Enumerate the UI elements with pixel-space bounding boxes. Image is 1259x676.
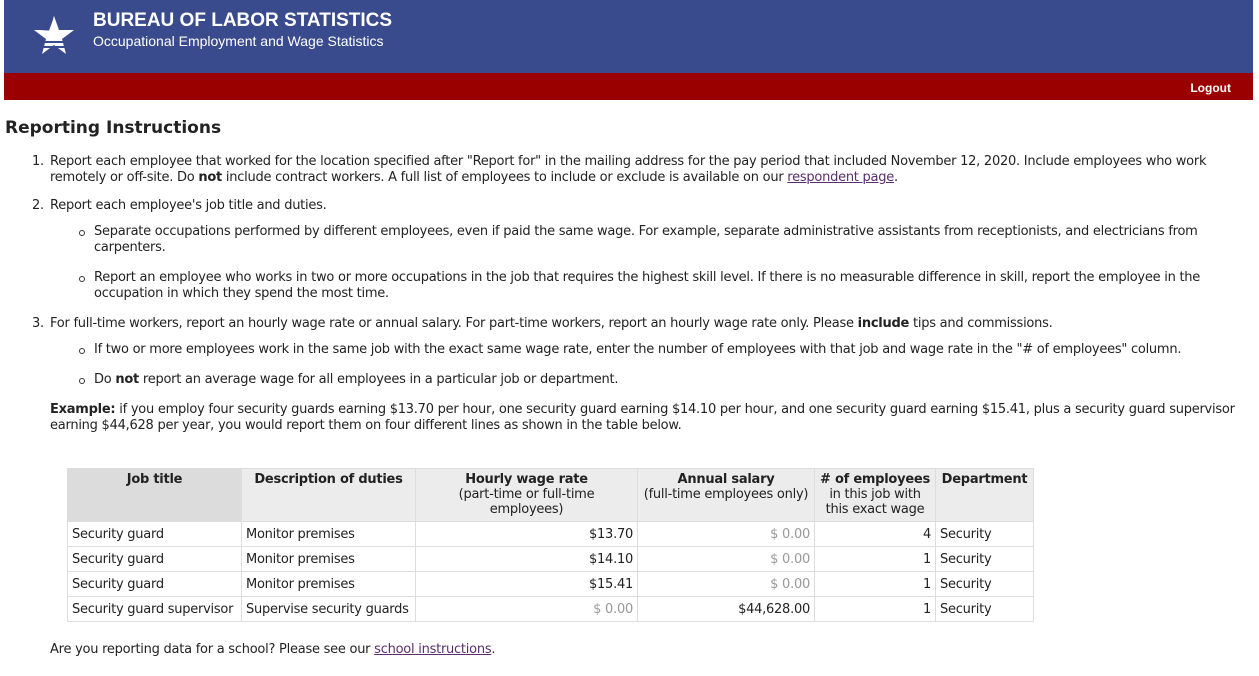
column-header: Department — [935, 468, 1034, 522]
table-cell: Monitor premises — [241, 571, 416, 597]
instructions: 1. Report each employee that worked for … — [0, 154, 1250, 446]
table-cell: Security guard — [67, 521, 242, 547]
table-cell: $13.70 — [415, 521, 638, 547]
example: Example: if you employ four security gua… — [50, 402, 1250, 434]
logo — [31, 14, 77, 54]
item-number: 2. — [32, 198, 44, 213]
program-name: Occupational Employment and Wage Statist… — [93, 33, 384, 49]
table-cell: 1 — [814, 596, 936, 622]
emphasis: include — [857, 316, 910, 331]
table-cell: Monitor premises — [241, 521, 416, 547]
header-title: # of employees — [820, 472, 930, 487]
table-cell: Security — [935, 546, 1034, 572]
column-header: Description of duties — [241, 468, 416, 522]
text: if you employ four security guards earni… — [50, 402, 1235, 433]
text: Separate occupations performed by differ… — [94, 224, 1198, 255]
text: . — [491, 642, 496, 657]
column-header: # of employees in this job with this exac… — [814, 468, 936, 522]
table-row: Security guard Monitor premises $13.70 $ 0.… — [67, 521, 1034, 547]
example-label: Example: — [50, 402, 116, 417]
header-subtitle: in this job with this exact wage — [825, 487, 925, 517]
item-number: 3. — [32, 316, 44, 331]
table-cell: $ 0.00 — [637, 521, 815, 547]
item-number: 1. — [32, 154, 44, 169]
table-body: Security guard Monitor premises $13.70 $ 0.… — [67, 521, 1034, 622]
column-header: Annual salary (full-time employees only) — [637, 468, 815, 522]
header-title: Job title — [126, 472, 183, 487]
table-cell: $ 0.00 — [637, 546, 815, 572]
instruction: 1. Report each employee that worked for … — [0, 154, 1250, 186]
bullet: Separate occupations performed by differ… — [79, 224, 1250, 256]
table-cell: Security guard — [67, 546, 242, 572]
table-cell: $15.41 — [415, 571, 638, 597]
example-table: Job title Description of duties Hourly w… — [67, 468, 1034, 622]
respondent-link[interactable]: respondent page — [787, 170, 895, 185]
table-cell: 1 — [814, 546, 936, 572]
header-title: Annual salary — [677, 472, 775, 487]
text: include contract workers. A full list of… — [221, 170, 788, 185]
table-cell: 1 — [814, 571, 936, 597]
table-cell: Security — [935, 571, 1034, 597]
emphasis: not — [115, 372, 140, 387]
header-title: Hourly wage rate — [465, 472, 588, 487]
table-cell: $ 0.00 — [637, 571, 815, 597]
text: Are you reporting data for a school? Ple… — [50, 642, 375, 657]
table-cell: $ 0.00 — [415, 596, 638, 622]
logout-link[interactable]: Logout — [1190, 81, 1231, 95]
table-cell: Security — [935, 596, 1034, 622]
header-subtitle: (part-time or full-time employees) — [458, 487, 595, 517]
instruction: 3. For full-time workers, report an hour… — [0, 316, 1250, 434]
header-bar: BUREAU OF LABOR STATISTICS Occupational … — [4, 0, 1253, 73]
bullet: Do not report an average wage for all em… — [79, 372, 1250, 388]
table-cell: 4 — [814, 521, 936, 547]
table-cell: Security — [935, 521, 1034, 547]
text: Report an employee who works in two or m… — [94, 270, 1201, 301]
text: Do — [94, 372, 116, 387]
column-header: Job title — [67, 468, 242, 522]
bullet: Report an employee who works in two or m… — [79, 270, 1250, 302]
table-cell: Supervise security guards — [241, 596, 416, 622]
header-row: Job title Description of duties Hourly w… — [67, 468, 1034, 522]
page-title: Reporting Instructions — [5, 118, 222, 138]
text: If two or more employees work in the sam… — [94, 342, 1182, 357]
table-cell: $14.10 — [415, 546, 638, 572]
text: report an average wage for all employees… — [139, 372, 619, 387]
table-cell: $44,628.00 — [637, 596, 815, 622]
footer-note: Are you reporting data for a school? Ple… — [50, 642, 496, 657]
header-title: Description of duties — [254, 472, 403, 487]
bullet: If two or more employees work in the sam… — [79, 342, 1250, 358]
text: Report each employee's job title and dut… — [50, 198, 327, 213]
table-row: Security guard supervisor Supervise secur… — [67, 596, 1034, 622]
agency-name: BUREAU OF LABOR STATISTICS — [93, 10, 393, 31]
emphasis: not — [198, 170, 222, 185]
table-row: Security guard Monitor premises $15.41 $ 0.… — [67, 571, 1034, 597]
table-cell: Security guard supervisor — [67, 596, 242, 622]
table-row: Security guard Monitor premises $14.10 $ 0.… — [67, 546, 1034, 572]
text: . — [894, 170, 898, 185]
header-title: Department — [941, 472, 1028, 487]
text: tips and commissions. — [909, 316, 1053, 331]
instruction: 2. Report each employee's job title and … — [0, 198, 1250, 302]
school-link[interactable]: school instructions — [374, 642, 492, 657]
column-header: Hourly wage rate (part-time or full-time … — [415, 468, 638, 522]
text: For full-time workers, report an hourly … — [50, 316, 858, 331]
table-cell: Security guard — [67, 571, 242, 597]
nav-bar: Logout — [4, 73, 1253, 100]
header-subtitle: (full-time employees only) — [643, 487, 809, 502]
text: Report each employee that worked for the… — [50, 154, 1207, 185]
table-cell: Monitor premises — [241, 546, 416, 572]
